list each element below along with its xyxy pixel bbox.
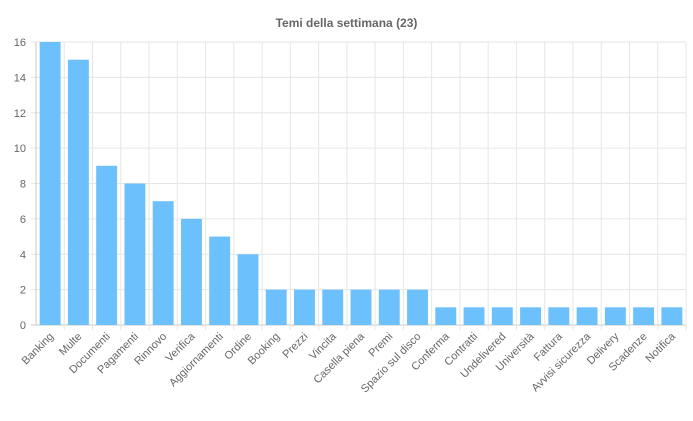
y-tick-label: 8 xyxy=(20,179,26,191)
y-tick-label: 10 xyxy=(14,143,26,155)
grid xyxy=(31,41,687,330)
bar xyxy=(294,289,315,325)
bar xyxy=(520,307,542,325)
x-tick-label: Notifica xyxy=(644,330,679,365)
bar xyxy=(435,307,457,325)
x-axis-ticks: Banking MulteDocumentiPagamentiRinnovoVer… xyxy=(20,330,679,395)
bar xyxy=(124,183,146,325)
y-tick-label: 6 xyxy=(20,214,26,226)
bar xyxy=(265,289,287,325)
bar xyxy=(350,289,372,325)
bar xyxy=(180,218,202,325)
bar xyxy=(661,307,683,325)
bar xyxy=(407,289,428,325)
bar xyxy=(322,289,344,325)
x-tick-label: Prezzi xyxy=(281,331,311,361)
y-tick-label: 12 xyxy=(14,108,26,120)
bar xyxy=(548,307,570,325)
bar xyxy=(96,165,118,325)
y-tick-label: 0 xyxy=(20,320,26,332)
bar xyxy=(67,59,89,325)
bar xyxy=(604,307,626,325)
y-tick-label: 4 xyxy=(20,249,26,261)
bar xyxy=(39,42,61,325)
bar xyxy=(576,307,598,325)
x-tick-label: Banking xyxy=(20,331,57,368)
bars xyxy=(39,42,683,325)
bar xyxy=(378,289,400,325)
y-tick-label: 14 xyxy=(14,72,26,84)
x-tick-label: Booking xyxy=(246,331,283,368)
bar xyxy=(633,307,655,325)
bar xyxy=(209,236,231,325)
y-tick-label: 16 xyxy=(14,37,26,49)
y-axis-ticks: 0 2 4 6 8 10 12 14 16 xyxy=(14,37,26,332)
bar xyxy=(491,307,513,325)
bar xyxy=(237,254,259,325)
y-tick-label: 2 xyxy=(20,285,26,297)
bar xyxy=(152,201,174,325)
bar xyxy=(463,307,485,325)
x-tick-label: Casella piena xyxy=(312,330,368,386)
chart-title: Temi della settimana (23) xyxy=(276,16,418,30)
